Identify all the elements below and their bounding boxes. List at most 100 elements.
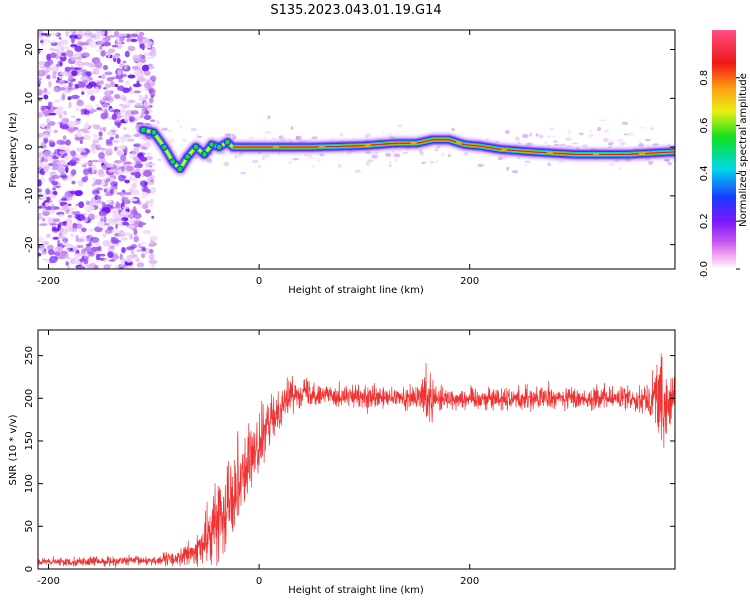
noise-speckle <box>143 170 152 177</box>
noise-speckle <box>129 116 135 123</box>
noise-speckle <box>100 108 107 112</box>
noise-speckle <box>129 90 135 94</box>
noise-speckle <box>38 111 44 117</box>
noise-speckle <box>441 152 446 156</box>
noise-speckle <box>511 170 519 174</box>
noise-speckle <box>522 133 529 138</box>
noise-speckle <box>67 96 72 101</box>
noise-speckle <box>603 129 610 133</box>
snr-frame <box>37 329 676 570</box>
noise-speckle <box>133 120 138 123</box>
noise-speckle <box>121 247 126 254</box>
noise-speckle <box>65 50 74 57</box>
noise-speckle <box>61 228 68 235</box>
noise-speckle <box>74 67 83 70</box>
noise-speckle <box>38 89 43 96</box>
noise-speckle <box>150 186 157 194</box>
noise-speckle <box>609 162 615 167</box>
x-tick-label: -200 <box>37 276 60 287</box>
noise-speckle <box>150 201 154 207</box>
noise-speckle <box>499 157 503 161</box>
noise-speckle <box>43 158 48 163</box>
noise-speckle <box>43 110 51 115</box>
noise-speckle <box>92 151 96 154</box>
noise-speckle <box>138 222 147 226</box>
noise-speckle <box>258 175 260 177</box>
noise-speckle <box>39 244 45 252</box>
noise-speckle <box>64 204 70 208</box>
noise-speckle <box>68 83 73 88</box>
noise-speckle <box>52 236 59 240</box>
noise-speckle <box>127 218 133 223</box>
noise-speckle <box>667 162 672 166</box>
noise-speckle <box>292 158 300 161</box>
y-tick-label: 100 <box>24 474 35 493</box>
noise-speckle <box>56 139 65 145</box>
noise-speckle <box>88 40 98 48</box>
noise-speckle <box>74 136 84 141</box>
noise-speckle <box>116 57 121 64</box>
noise-speckle <box>112 214 121 218</box>
noise-speckle <box>524 160 531 164</box>
noise-speckle <box>50 64 57 71</box>
noise-speckle <box>672 158 675 162</box>
noise-speckle <box>56 42 64 50</box>
colorbar-tick-label: 0.6 <box>699 118 710 134</box>
noise-speckle <box>82 41 91 46</box>
track-bead <box>200 150 208 158</box>
noise-speckle <box>38 61 46 66</box>
noise-speckle <box>118 79 124 83</box>
noise-speckle <box>150 238 154 246</box>
noise-speckle <box>71 56 77 62</box>
noise-speckle <box>317 158 321 162</box>
noise-speckle <box>113 30 120 38</box>
noise-speckle <box>127 45 136 52</box>
noise-speckle <box>644 139 652 141</box>
noise-speckle <box>75 223 83 229</box>
noise-speckle <box>112 54 120 59</box>
noise-speckle <box>118 33 128 37</box>
noise-speckle <box>58 214 64 217</box>
noise-speckle <box>71 31 76 36</box>
noise-speckle <box>72 246 77 253</box>
noise-speckle <box>71 70 78 76</box>
noise-speckle <box>89 203 94 210</box>
noise-speckle <box>104 148 113 154</box>
noise-speckle <box>547 162 551 167</box>
noise-speckle <box>98 131 103 137</box>
noise-speckle <box>618 167 623 171</box>
noise-speckle <box>68 81 73 85</box>
noise-speckle <box>91 142 97 148</box>
noise-speckle <box>51 227 60 232</box>
noise-speckle <box>54 246 64 252</box>
noise-speckle <box>146 155 153 161</box>
noise-speckle <box>58 113 63 119</box>
noise-speckle <box>103 264 111 269</box>
noise-speckle <box>86 251 94 255</box>
noise-speckle <box>367 159 374 163</box>
noise-speckle <box>145 200 151 205</box>
noise-speckle <box>120 154 127 162</box>
x-tick-label: 200 <box>460 276 479 287</box>
y-tick-label: 10 <box>24 92 35 105</box>
noise-speckle <box>135 115 141 121</box>
noise-speckle <box>84 246 92 252</box>
noise-speckle <box>113 244 120 247</box>
x-tick-label: -200 <box>37 576 60 587</box>
noise-speckle <box>144 94 148 100</box>
noise-speckle <box>54 99 61 104</box>
noise-speckle <box>93 109 97 112</box>
spectrogram-noise <box>38 30 675 269</box>
colorbar-tick-label: 0.8 <box>699 70 710 86</box>
noise-speckle <box>107 251 114 258</box>
noise-speckle <box>90 246 98 253</box>
y-tick-label: 20 <box>24 43 35 56</box>
noise-speckle <box>87 79 93 83</box>
noise-speckle <box>133 169 141 173</box>
noise-speckle <box>648 160 653 165</box>
noise-speckle <box>63 110 67 116</box>
noise-speckle <box>48 194 57 199</box>
noise-speckle <box>381 131 385 134</box>
y-tick-label: 150 <box>24 431 35 450</box>
noise-speckle <box>149 97 154 104</box>
